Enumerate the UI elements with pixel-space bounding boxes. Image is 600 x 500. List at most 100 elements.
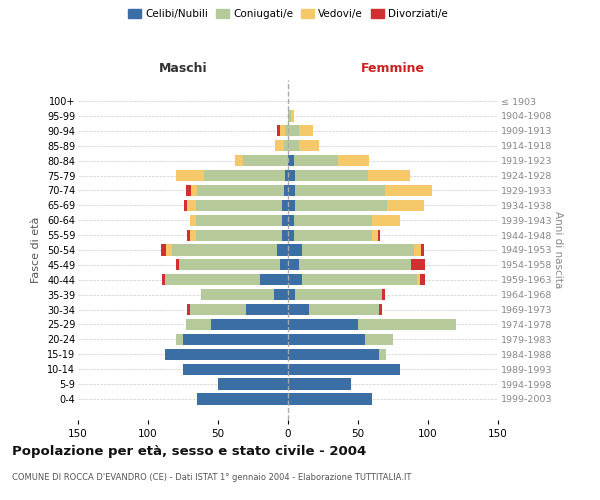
Bar xyxy=(190,304,246,315)
Bar xyxy=(186,319,211,330)
Bar xyxy=(338,155,369,166)
Bar xyxy=(183,364,288,375)
Bar xyxy=(309,304,379,315)
Bar xyxy=(246,304,288,315)
Bar xyxy=(288,185,295,196)
Bar xyxy=(288,110,291,122)
Bar xyxy=(288,200,295,211)
Bar xyxy=(162,274,165,285)
Bar xyxy=(283,214,288,226)
Bar xyxy=(284,185,288,196)
Bar xyxy=(176,170,204,181)
Bar xyxy=(204,170,285,181)
Bar xyxy=(288,304,309,315)
Bar xyxy=(379,348,386,360)
Bar xyxy=(211,319,288,330)
Text: COMUNE DI ROCCA D'EVANDRO (CE) - Dati ISTAT 1° gennaio 2004 - Elaborazione TUTTI: COMUNE DI ROCCA D'EVANDRO (CE) - Dati IS… xyxy=(12,472,412,482)
Bar xyxy=(176,260,179,270)
Bar xyxy=(274,289,288,300)
Bar xyxy=(161,244,166,256)
Bar xyxy=(368,170,410,181)
Bar xyxy=(165,274,260,285)
Bar xyxy=(299,125,313,136)
Bar xyxy=(288,125,299,136)
Bar xyxy=(166,244,172,256)
Bar xyxy=(184,200,187,211)
Bar xyxy=(358,319,456,330)
Bar xyxy=(293,214,372,226)
Bar xyxy=(288,214,293,226)
Bar xyxy=(295,200,388,211)
Bar xyxy=(421,244,424,256)
Legend: Celibi/Nubili, Coniugati/e, Vedovi/e, Divorziati/e: Celibi/Nubili, Coniugati/e, Vedovi/e, Di… xyxy=(124,5,452,24)
Bar xyxy=(277,125,280,136)
Bar xyxy=(291,110,293,122)
Bar xyxy=(288,334,365,345)
Bar xyxy=(196,214,283,226)
Bar xyxy=(285,170,288,181)
Text: Maschi: Maschi xyxy=(158,62,208,75)
Bar xyxy=(196,230,283,240)
Y-axis label: Fasce di età: Fasce di età xyxy=(31,217,41,283)
Bar xyxy=(179,260,280,270)
Bar xyxy=(285,125,288,136)
Bar xyxy=(260,274,288,285)
Bar xyxy=(172,244,277,256)
Bar xyxy=(288,364,400,375)
Bar xyxy=(288,140,299,151)
Bar xyxy=(243,155,288,166)
Bar xyxy=(201,289,274,300)
Bar xyxy=(414,244,421,256)
Bar xyxy=(288,155,293,166)
Bar xyxy=(419,274,425,285)
Text: Femmine: Femmine xyxy=(361,62,425,75)
Bar xyxy=(197,394,288,404)
Bar xyxy=(377,230,380,240)
Bar xyxy=(293,155,338,166)
Bar xyxy=(176,334,183,345)
Bar xyxy=(288,319,358,330)
Bar xyxy=(165,348,288,360)
Bar xyxy=(299,140,319,151)
Bar xyxy=(187,200,196,211)
Bar xyxy=(288,378,351,390)
Bar xyxy=(288,170,295,181)
Bar xyxy=(295,185,385,196)
Bar xyxy=(385,185,432,196)
Bar xyxy=(288,260,299,270)
Bar xyxy=(302,274,417,285)
Bar xyxy=(280,125,285,136)
Bar xyxy=(196,200,283,211)
Bar xyxy=(372,230,377,240)
Bar xyxy=(283,230,288,240)
Bar xyxy=(365,334,393,345)
Bar xyxy=(187,304,190,315)
Bar xyxy=(288,274,302,285)
Bar xyxy=(288,244,302,256)
Bar xyxy=(293,230,372,240)
Bar xyxy=(235,155,243,166)
Text: Anni di nascita: Anni di nascita xyxy=(553,212,563,288)
Bar xyxy=(299,260,411,270)
Bar xyxy=(190,214,196,226)
Bar xyxy=(284,140,288,151)
Bar xyxy=(186,185,191,196)
Bar xyxy=(417,274,419,285)
Bar xyxy=(288,230,293,240)
Bar xyxy=(372,214,400,226)
Bar xyxy=(218,378,288,390)
Bar xyxy=(190,230,196,240)
Bar xyxy=(295,289,382,300)
Bar xyxy=(411,260,425,270)
Bar xyxy=(275,140,284,151)
Bar xyxy=(379,304,382,315)
Bar xyxy=(302,244,414,256)
Bar xyxy=(283,200,288,211)
Bar xyxy=(280,260,288,270)
Bar xyxy=(288,394,372,404)
Bar xyxy=(183,334,288,345)
Bar xyxy=(191,185,197,196)
Bar xyxy=(295,170,368,181)
Bar xyxy=(388,200,424,211)
Bar xyxy=(382,289,385,300)
